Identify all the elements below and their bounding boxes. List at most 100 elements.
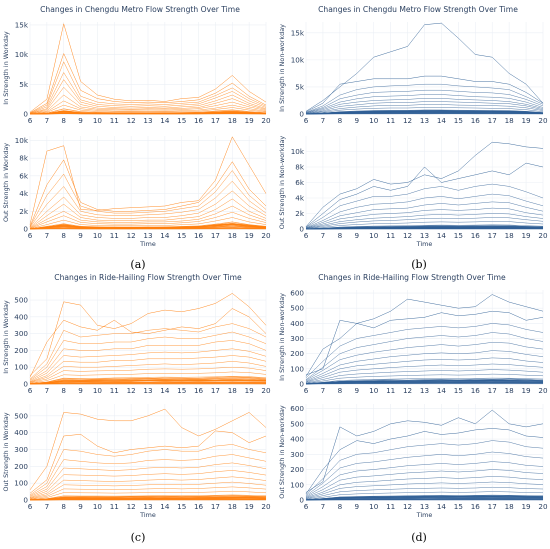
panel-d-label: (d) [411,531,427,544]
x-tick-label: 17 [211,116,220,125]
series-line [29,190,267,228]
series-line [29,454,267,497]
y-tick-label: 100 [14,363,28,372]
x-tick-label: 19 [521,386,531,395]
y-tick-label: 200 [290,349,304,358]
series-line [305,94,544,114]
series-line [305,104,544,114]
subplot-8: 6 7 8 9 10 11 12 13 14 15 16 17 18 19 2001002003004005… [278,404,548,519]
y-tick-label: 400 [290,319,304,328]
panel-c-label: (c) [131,531,146,544]
y-tick-label: 200 [14,346,28,355]
series-line [305,294,544,376]
y-axis-label: Out Strength in Workday [2,412,10,491]
x-tick-label: 15 [454,502,463,511]
series-line [29,94,267,114]
x-tick-label: 16 [471,231,481,240]
series-line [305,141,544,227]
y-axis-label: In Strength in Non-workday [278,24,286,112]
y-tick-label: 0 [23,496,28,505]
series-line [305,357,544,382]
y-tick-label: 2k [295,209,305,218]
series-line [305,350,544,382]
x-tick-label: 10 [93,116,103,125]
series-line [29,198,267,229]
subplot-4: 6 7 8 9 10 11 12 13 14 15 16 17 18 19 20 0 2k 4k 6k 8k 10k Ou… [278,136,548,248]
x-tick-label: 6 [304,116,309,125]
x-tick-label: 10 [369,386,379,395]
y-tick-label: 300 [14,445,28,454]
x-tick-label: 9 [354,386,359,395]
x-tick-label: 20 [538,502,548,511]
background-trace [29,379,267,384]
y-tick-label: 400 [290,435,304,444]
series-line [29,104,267,115]
y-tick-label: 10k [15,136,29,145]
x-tick-label: 6 [28,386,33,395]
series-line [29,408,267,491]
background-trace [29,376,267,384]
x-tick-label: 17 [211,502,220,511]
background-trace [305,496,544,501]
x-tick-label: 17 [211,231,220,240]
subplot-2: 6 7 8 9 10 11 12 13 14 15 16 17 18 19 20 0 2k 4k 6k 8k 10k Ou… [2,136,271,248]
series-line [305,310,544,377]
x-tick-label: 15 [177,502,186,511]
panel-a-label: (a) [130,258,145,271]
series-line [305,221,544,229]
panel-b-title: Changes in Chengdu Metro Flow Strength O… [318,5,518,14]
x-tick-label: 17 [488,116,497,125]
y-tick-label: 500 [14,411,28,420]
x-tick-label: 7 [45,231,50,240]
x-tick-label: 7 [45,116,50,125]
background-trace [29,224,267,230]
series-line [29,481,267,499]
x-tick-label: 13 [420,502,429,511]
y-tick-label: 100 [14,479,28,488]
x-tick-label: 8 [61,231,66,240]
y-tick-label: 0 [23,110,28,119]
subplot-7: 6 7 8 9 10 11 12 13 14 15 16 17 18 19 2001002003004005… [278,289,548,395]
x-tick-label: 19 [245,502,255,511]
y-tick-label: 200 [14,462,28,471]
series-line [305,217,544,229]
x-tick-label: 11 [386,116,395,125]
background-trace [29,383,266,385]
series-line [305,162,544,228]
x-tick-label: 17 [488,502,497,511]
y-tick-label: 8k [19,154,29,163]
series-line [29,61,267,114]
x-tick-label: 19 [521,116,531,125]
x-tick-label: 11 [386,386,395,395]
series-line [305,193,544,229]
x-tick-label: 13 [143,231,152,240]
x-tick-label: 18 [505,231,515,240]
x-tick-label: 14 [437,231,447,240]
x-tick-label: 6 [28,502,33,511]
series-line [29,108,267,115]
panel-d-title: Changes in Ride-Hailing Flow Strength Ov… [318,273,506,282]
series-line [29,170,267,227]
panel-a-title: Changes in Chengdu Metro Flow Strength O… [40,5,240,14]
y-tick-label: 5k [19,80,29,89]
subplot-6: 6 7 8 9 10 11 12 13 14 15 16 17 18 19 2001002003004005… [2,404,271,519]
x-axis-label: Time [416,511,433,519]
x-tick-label: 11 [386,502,395,511]
series-line [29,494,267,500]
x-tick-label: 12 [403,231,412,240]
series-line [29,180,267,228]
x-tick-label: 16 [194,116,204,125]
x-tick-label: 7 [321,116,326,125]
x-tick-label: 7 [45,502,50,511]
y-axis-label: In Strength in Non-workday [278,293,286,381]
y-tick-label: 10k [15,50,29,59]
x-tick-label: 12 [403,502,412,511]
x-tick-label: 19 [245,386,255,395]
y-tick-label: 6k [295,178,305,187]
y-tick-label: 8k [295,163,305,172]
series-line [305,440,544,495]
y-axis-label: Out Strength in Non-workday [278,136,286,230]
series-line [29,308,267,378]
x-tick-label: 12 [403,386,412,395]
